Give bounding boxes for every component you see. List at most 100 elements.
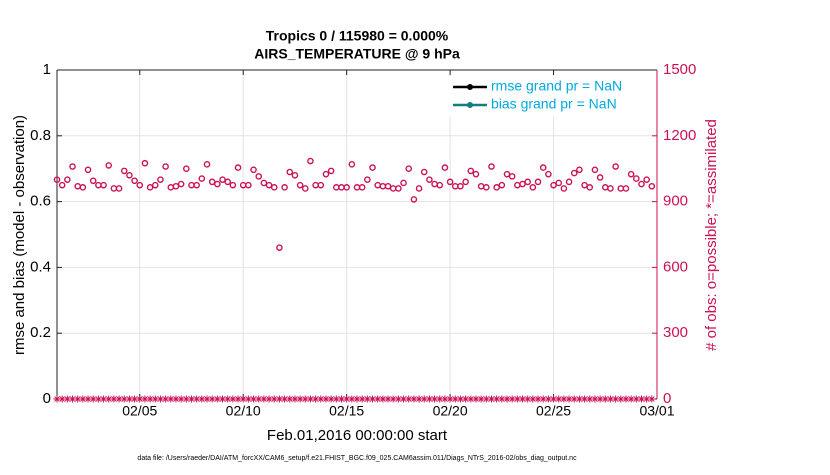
possible-marker xyxy=(343,184,350,191)
asterisk-stroke xyxy=(643,396,650,402)
possible-marker xyxy=(472,170,480,178)
assimilated-marker xyxy=(534,395,542,403)
possible-marker xyxy=(69,163,76,170)
asterisk-stroke xyxy=(431,396,438,402)
asterisk-stroke xyxy=(59,396,65,402)
possible-marker xyxy=(384,182,392,190)
asterisk-stroke xyxy=(597,396,603,402)
assimilated-marker xyxy=(451,395,459,403)
possible-marker xyxy=(529,184,537,191)
asterisk-stroke xyxy=(333,396,340,402)
asterisk-stroke xyxy=(369,396,376,402)
possible-marker xyxy=(105,162,113,169)
asterisk-stroke xyxy=(69,396,76,402)
asterisk-stroke xyxy=(307,396,314,402)
asterisk-stroke xyxy=(602,396,609,402)
possible-marker xyxy=(348,161,356,168)
asterisk-stroke xyxy=(571,396,578,402)
assimilated-marker xyxy=(643,395,651,403)
y2-tick-label: 1200 xyxy=(663,127,696,144)
possible-marker xyxy=(420,168,428,176)
assimilated-marker xyxy=(348,395,356,403)
possible-marker xyxy=(115,185,123,192)
asterisk-stroke xyxy=(54,396,60,402)
y-axis-label: rmse and bias (model - observation) xyxy=(11,115,28,355)
asterisk-stroke xyxy=(514,396,521,402)
possible-marker xyxy=(591,166,599,174)
asterisk-stroke xyxy=(452,396,459,402)
asterisk-stroke xyxy=(245,396,252,402)
x-tick-label: 02/05 xyxy=(122,403,157,419)
possible-marker xyxy=(607,185,614,192)
assimilated-marker xyxy=(648,395,656,403)
assimilated-marker xyxy=(555,395,563,403)
possible-marker xyxy=(89,177,97,185)
asterisk-stroke xyxy=(64,396,71,402)
asterisk-stroke xyxy=(473,396,479,402)
possible-marker xyxy=(395,185,402,192)
assimilated-marker xyxy=(250,395,258,403)
asterisk-stroke xyxy=(250,396,257,402)
possible-marker xyxy=(364,176,371,183)
asterisk-stroke xyxy=(462,396,469,402)
y-tick-label: 0.2 xyxy=(30,324,51,341)
assimilated-marker xyxy=(503,395,511,403)
asterisk-stroke xyxy=(85,396,91,402)
asterisk-stroke xyxy=(297,396,303,402)
possible-marker xyxy=(281,184,288,191)
possible-marker xyxy=(483,184,490,191)
possible-marker xyxy=(322,170,330,178)
possible-marker xyxy=(276,244,283,251)
possible-marker xyxy=(79,184,87,191)
assimilated-marker xyxy=(260,395,268,403)
possible-marker xyxy=(193,181,200,189)
assimilated-marker xyxy=(560,395,568,403)
asterisk-stroke xyxy=(173,396,179,402)
asterisk-stroke xyxy=(519,396,526,402)
x-tick-label: 02/15 xyxy=(329,403,364,419)
x-tick-label: 02/20 xyxy=(433,403,468,419)
possible-marker xyxy=(560,185,568,192)
assimilated-marker xyxy=(519,395,527,403)
possible-marker xyxy=(498,181,506,189)
assimilated-marker xyxy=(508,395,516,403)
asterisk-stroke xyxy=(121,396,128,402)
asterisk-stroke xyxy=(142,396,148,402)
possible-marker xyxy=(410,196,418,203)
asterisk-stroke xyxy=(317,396,324,402)
possible-marker xyxy=(586,184,594,191)
assimilated-marker xyxy=(94,395,102,403)
possible-marker xyxy=(576,166,583,174)
assimilated-marker xyxy=(332,395,340,403)
possible-marker xyxy=(565,178,573,186)
asterisk-stroke xyxy=(385,396,391,402)
possible-marker xyxy=(493,184,500,191)
possible-marker xyxy=(183,165,190,172)
possible-marker xyxy=(581,181,588,189)
asterisk-stroke xyxy=(416,396,422,402)
possible-marker xyxy=(208,178,216,186)
asterisk-stroke xyxy=(555,396,562,402)
asterisk-stroke xyxy=(550,396,557,402)
possible-marker xyxy=(157,176,164,183)
possible-marker xyxy=(369,164,376,171)
possible-marker xyxy=(534,178,542,186)
asterisk-stroke xyxy=(545,396,552,402)
asterisk-stroke xyxy=(266,396,272,402)
x-tick-label: 02/10 xyxy=(226,403,261,419)
asterisk-stroke xyxy=(167,396,174,402)
asterisk-stroke xyxy=(162,396,169,402)
asterisk-stroke xyxy=(380,396,386,402)
assimilated-marker xyxy=(420,395,428,403)
chart-subtitle: AIRS_TEMPERATURE @ 9 hPa xyxy=(254,46,460,62)
possible-marker xyxy=(265,181,273,189)
assimilated-marker xyxy=(477,395,485,403)
assimilated-marker xyxy=(358,395,366,403)
possible-marker xyxy=(291,171,299,179)
possible-marker xyxy=(141,159,149,167)
assimilated-marker xyxy=(322,395,330,403)
possible-marker xyxy=(250,166,257,174)
